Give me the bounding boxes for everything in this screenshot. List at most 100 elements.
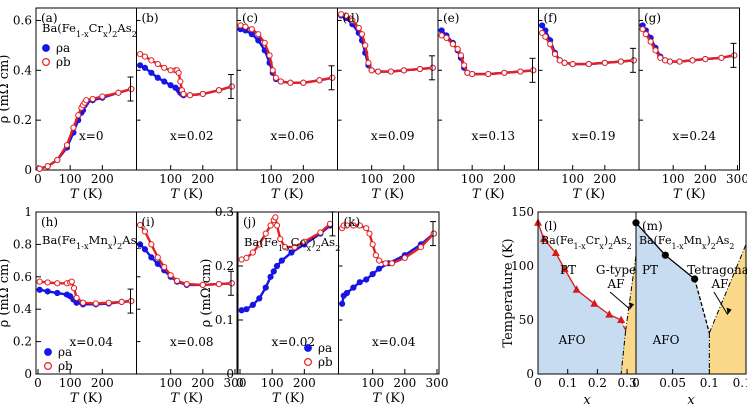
- panel-c-line: [240, 28, 333, 84]
- panel-j-point: [262, 230, 269, 237]
- panel-c-point: [248, 31, 255, 38]
- x-tick-label: 100: [561, 172, 584, 186]
- panel-k-point: [417, 244, 425, 251]
- panel-label: (a): [41, 11, 58, 25]
- x-axis-label: T (K): [673, 187, 706, 202]
- panel-a-point: [83, 97, 90, 104]
- panel-d-frame: [337, 7, 439, 171]
- panel-i-point: [174, 277, 181, 284]
- panel-b-point: [161, 78, 168, 85]
- panel-g-point: [639, 26, 646, 33]
- panel-e-point: [438, 32, 445, 39]
- panel-d-point: [355, 24, 362, 32]
- panel-e-point: [485, 70, 492, 78]
- x-axis-label: T (K): [371, 187, 404, 202]
- panel-b-point: [141, 64, 149, 71]
- x-tick-label: 200: [392, 172, 415, 186]
- compound-formula: Ba(Fe1-xCrx)2As2: [541, 234, 632, 251]
- panel-c-point: [261, 39, 268, 46]
- region-label-af-line1: Tetragonal: [687, 263, 747, 277]
- panel-d: 100 200 (d) x=0.09 T (K): [337, 7, 439, 202]
- panel-k-point: [363, 225, 370, 232]
- x-tick-label: 300: [726, 172, 747, 186]
- y-tick-label: 100: [511, 259, 534, 273]
- panel-k-point: [363, 276, 370, 283]
- x-value-label: x=0.24: [673, 129, 717, 143]
- panel-i-point: [199, 281, 206, 288]
- y-axis-label: ρ (mΩ cm): [199, 259, 214, 328]
- x-tick-label: 100: [59, 376, 82, 390]
- panel-j-point: [270, 268, 277, 275]
- panel-h-point: [44, 279, 51, 286]
- transition-point: [551, 248, 560, 257]
- panel-j-point: [256, 241, 263, 248]
- y-tick-label: 0: [526, 367, 534, 381]
- panel-k-point: [339, 300, 346, 307]
- region-label-af-line2: AF: [711, 277, 729, 291]
- region-label-afo: AFO: [558, 333, 586, 347]
- panel-b: 100 200 (b) x=0.02 T (K): [136, 7, 238, 202]
- compound-formula: Ba(Fe1-xCox)2As2: [244, 235, 340, 253]
- panel-k-series-rho-b: [339, 222, 437, 267]
- x-tick-label: 100: [59, 172, 82, 186]
- panel-i: 100 200 300 (i) x=0.08 T (K): [136, 211, 246, 406]
- panel-c-point: [300, 79, 307, 86]
- panel-f-point: [556, 57, 563, 64]
- panel-b-point: [148, 69, 155, 76]
- panel-d-point: [342, 12, 350, 19]
- x-axis-label: T (K): [271, 187, 304, 202]
- panel-c-point: [272, 74, 280, 81]
- x-tick-label: 0: [534, 376, 542, 390]
- panel-d-point: [349, 17, 356, 24]
- panel-c-point: [255, 31, 262, 38]
- panel-k-point: [430, 230, 437, 237]
- arrow-shaft: [609, 291, 631, 310]
- panel-j: 0 100 200 (j) x=0.02 T (K): [236, 211, 339, 406]
- panel-h-series-rho-b: [36, 278, 135, 307]
- x-axis-label: T (K): [372, 391, 405, 406]
- x-axis-label: T (K): [272, 391, 305, 406]
- panel-h-point: [105, 299, 112, 306]
- panel-k-point: [343, 289, 351, 297]
- panel-j-point: [256, 295, 263, 302]
- panel-d-series-rho-b: [338, 11, 436, 75]
- x-value-label: x=0.02: [170, 129, 214, 143]
- panel-e-point: [461, 62, 468, 69]
- x-tick-label: 200: [91, 172, 114, 186]
- x-tick-label: 200: [593, 172, 616, 186]
- panel-j-point: [249, 301, 256, 308]
- panel-k-frame: [338, 211, 440, 375]
- panel-j-point: [267, 222, 274, 229]
- panel-d-point: [358, 31, 366, 38]
- x-tick-label: 100: [159, 376, 182, 390]
- transition-point: [539, 234, 548, 242]
- panel-f-point: [561, 59, 568, 66]
- x-tick-label: 0.15: [733, 376, 747, 390]
- panel-label: (h): [41, 215, 58, 229]
- region-label-af-line1: G-type: [596, 263, 636, 277]
- y-tick-label: 150: [511, 205, 534, 219]
- panel-a-point: [44, 163, 51, 170]
- panel-label: (l): [544, 219, 557, 233]
- panel-h-point: [36, 286, 43, 293]
- panel-f-point: [569, 60, 576, 68]
- panel-h-point: [36, 278, 43, 285]
- panel-e-point: [449, 41, 456, 48]
- x-tick-label: 0.1: [558, 376, 577, 390]
- panel-k-point: [356, 279, 363, 286]
- y-tick-label: 0.4: [13, 63, 32, 77]
- x-tick-label: 0.3: [618, 376, 637, 390]
- panel-i-point: [154, 254, 161, 261]
- legend-marker-rho-b: [304, 358, 313, 367]
- panel-a-point: [128, 85, 135, 93]
- panel-e-point: [501, 69, 508, 76]
- panel-k-point: [388, 260, 396, 267]
- panel-h-point: [128, 298, 135, 305]
- x-value-label: x=0: [79, 129, 103, 143]
- legend-marker-rho-a: [304, 344, 312, 352]
- panel-a-point: [89, 95, 96, 103]
- y-axis-label: Temperature (K): [501, 238, 516, 347]
- y-tick-label: 0: [24, 367, 32, 381]
